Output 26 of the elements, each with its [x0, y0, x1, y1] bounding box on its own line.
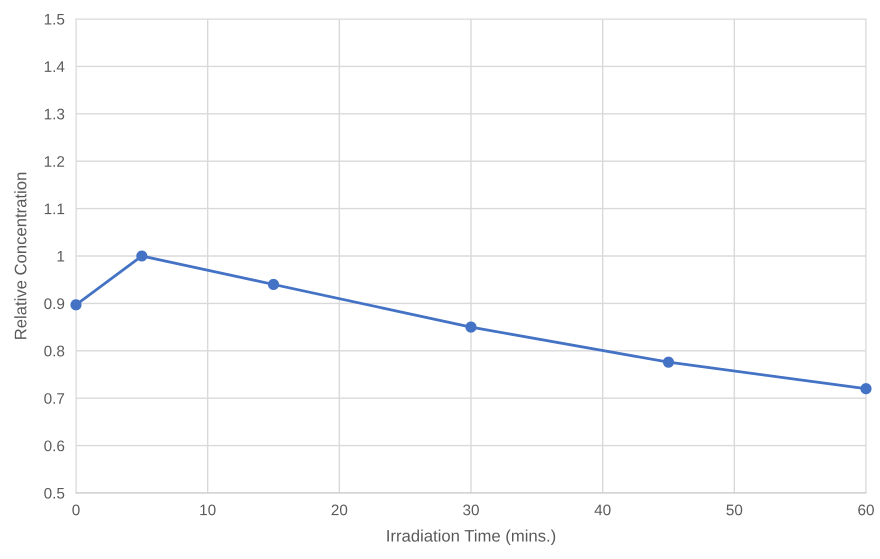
x-tick-label: 60 — [858, 504, 874, 516]
y-tick-label: 0.9 — [44, 298, 64, 310]
x-tick-label: 40 — [594, 504, 611, 516]
x-tick-label: 20 — [332, 504, 348, 516]
y-tick-label: 1.2 — [44, 156, 64, 167]
y-tick-label: 0.7 — [44, 393, 64, 404]
x-tick-label: 30 — [463, 504, 479, 516]
y-tick-label: 0.5 — [44, 488, 64, 499]
x-tick-label: 10 — [200, 504, 216, 516]
point — [70, 299, 82, 310]
y-tick-label: 0.6 — [44, 440, 64, 452]
y-tick-label: 1.3 — [44, 108, 64, 120]
x-axis-title: Irradiation Time (mins.) — [387, 529, 556, 545]
point — [268, 278, 280, 290]
x-tick-label: 50 — [726, 504, 742, 516]
y-axis-title: Relative Concentration — [14, 172, 26, 339]
point — [136, 250, 148, 262]
point — [860, 383, 872, 394]
y-tick-label: 1.5 — [44, 14, 64, 25]
y-tick-label: 1.1 — [44, 204, 64, 214]
point — [465, 322, 477, 333]
y-tick-label: 0.8 — [44, 346, 64, 356]
x-tick-label: 0 — [72, 504, 80, 516]
y-tick-label: 1.4 — [44, 61, 64, 72]
point — [662, 356, 674, 368]
y-tick-label: 1 — [58, 251, 64, 262]
